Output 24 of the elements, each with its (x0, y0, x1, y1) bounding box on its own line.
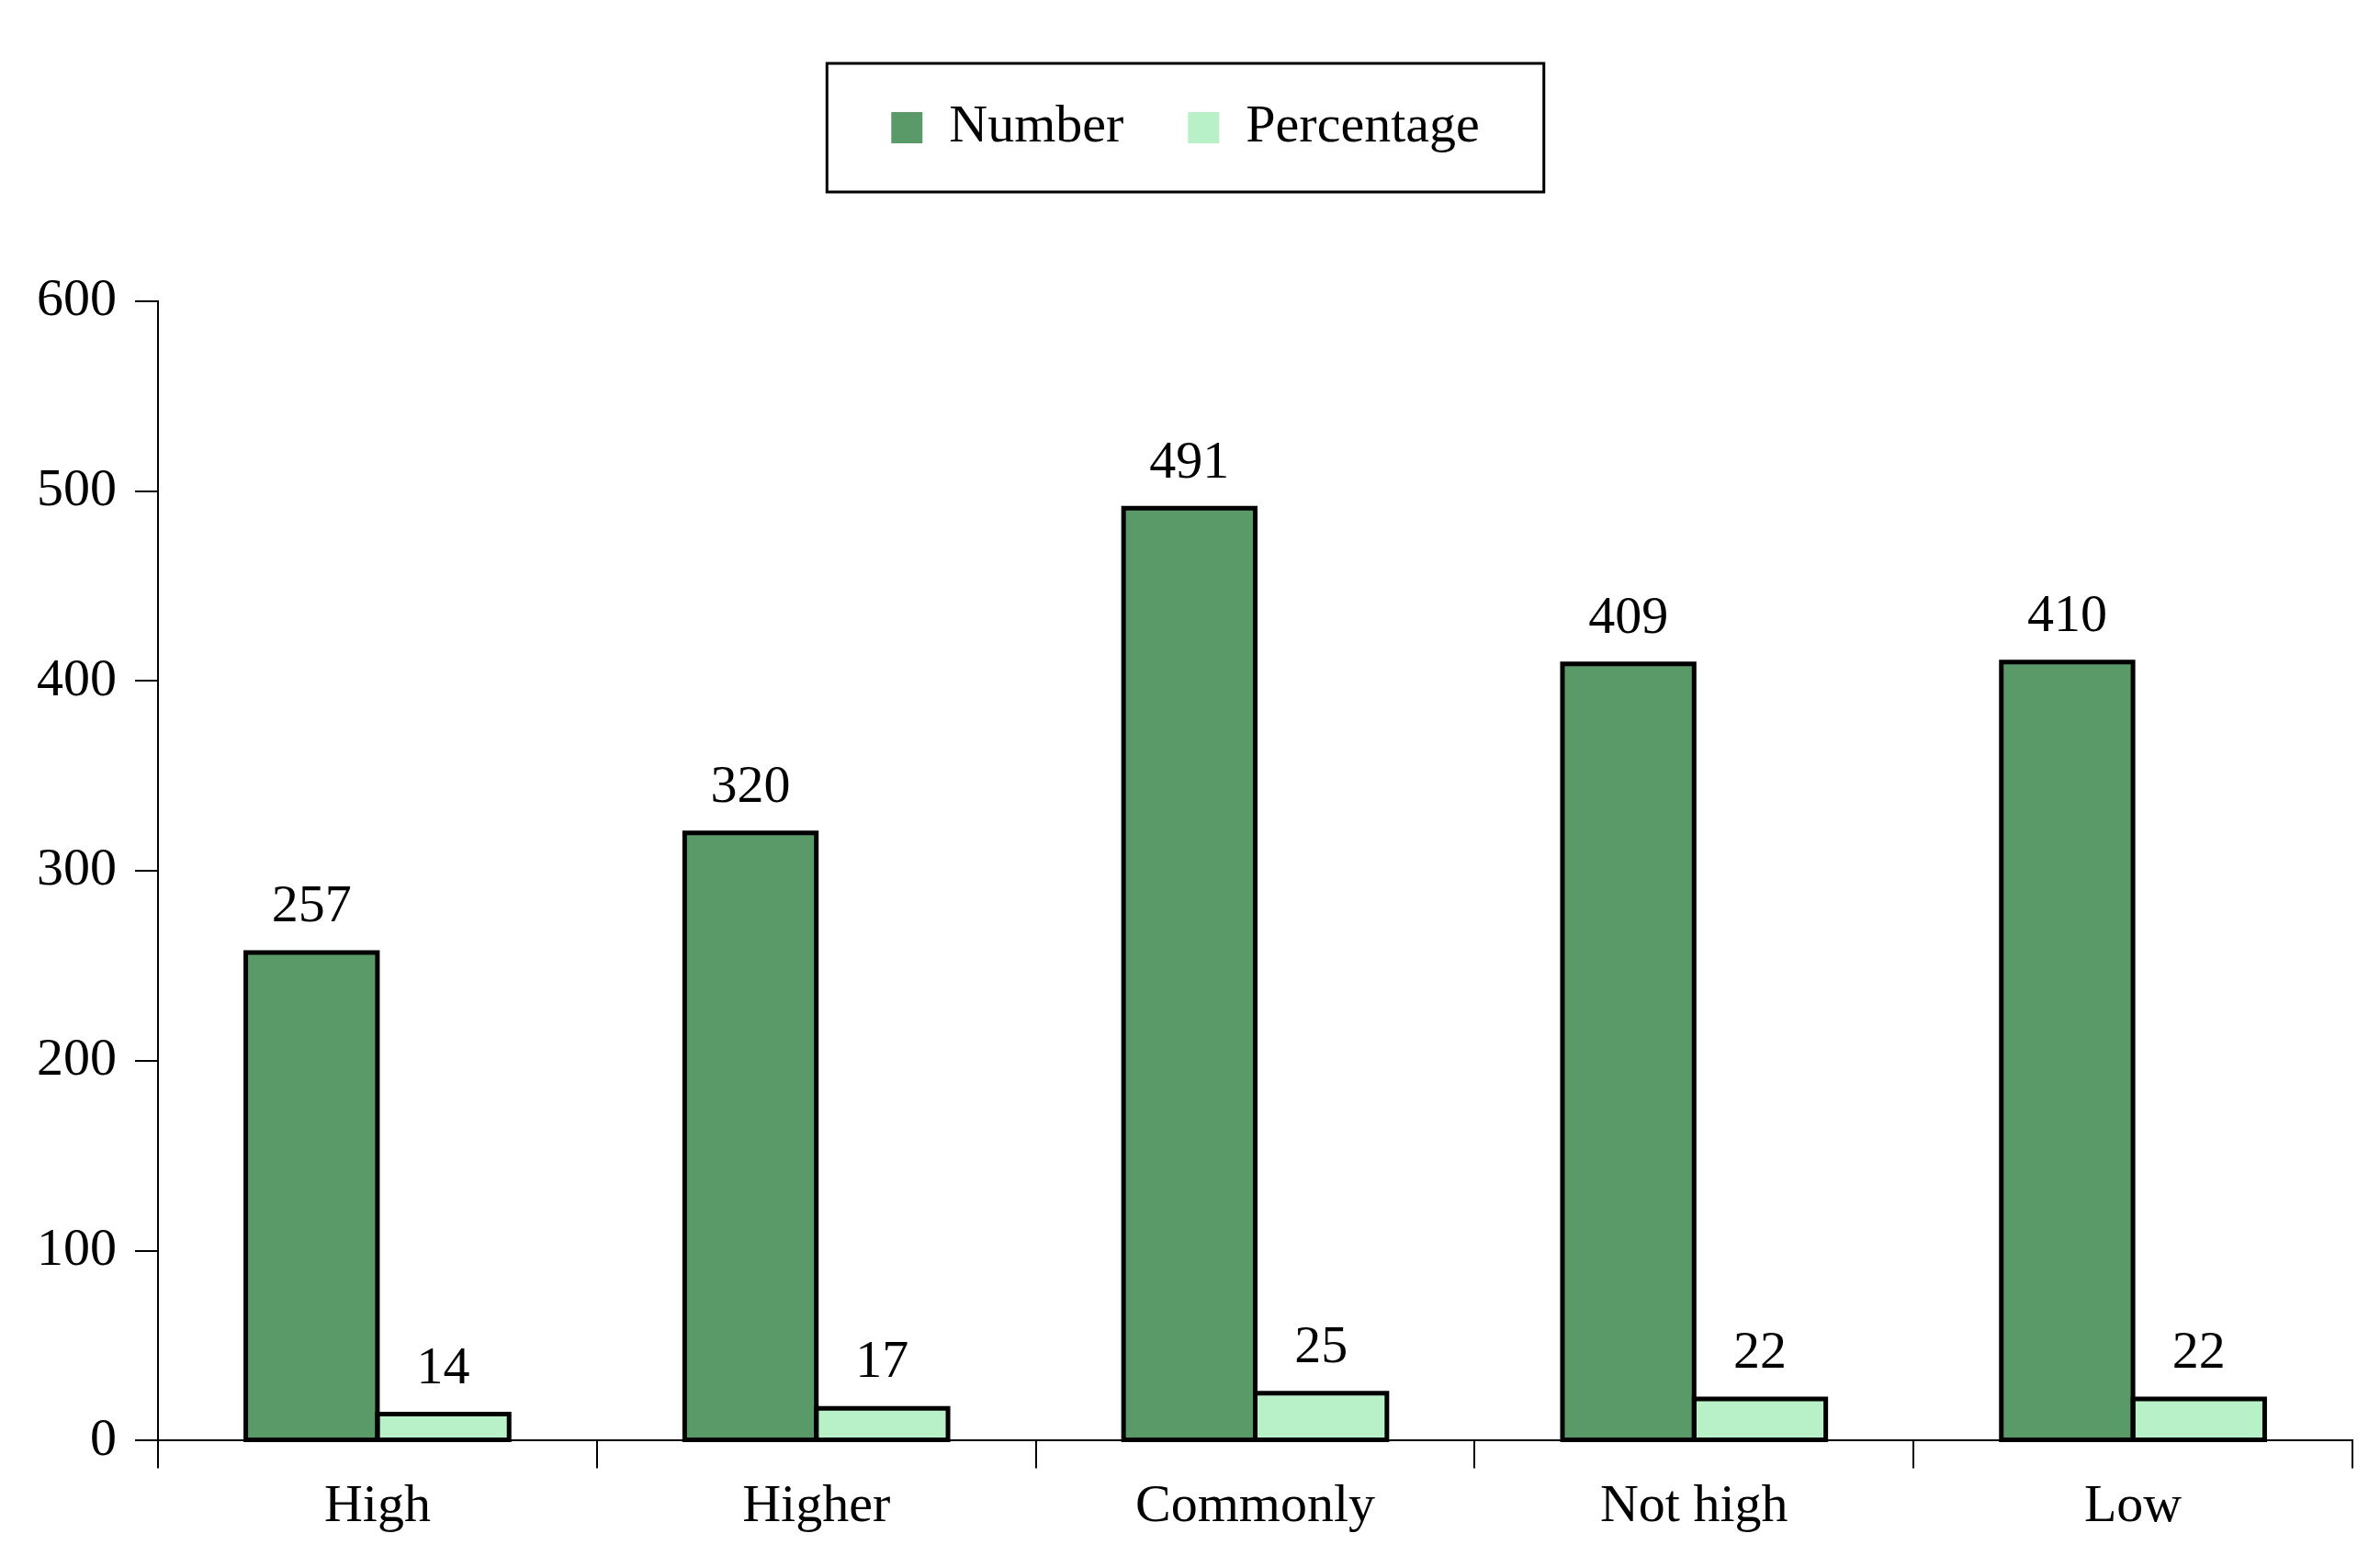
x-tick-label: Not high (1599, 1473, 1788, 1534)
y-tick-label: 0 (90, 1406, 117, 1467)
x-tick-label: Commonly (1134, 1473, 1376, 1534)
x-tick-label: Higher (742, 1473, 891, 1534)
y-tick-label: 600 (37, 267, 117, 328)
data-label: 14 (416, 1335, 470, 1395)
y-tick-label: 300 (37, 837, 117, 897)
data-label: 491 (1149, 429, 1230, 490)
x-tick-label: Low (2083, 1473, 2183, 1534)
legend-label: Percentage (1246, 94, 1480, 154)
y-tick-label: 100 (37, 1216, 117, 1277)
data-label: 409 (1588, 585, 1669, 646)
x-tick-label: High (323, 1473, 431, 1534)
data-label: 17 (855, 1329, 909, 1390)
data-label: 410 (2026, 583, 2107, 644)
data-label: 22 (2171, 1320, 2226, 1381)
data-label: 25 (1294, 1314, 1348, 1374)
legend-label: Number (949, 94, 1124, 154)
data-label: 257 (271, 874, 352, 934)
y-tick-label: 200 (37, 1027, 117, 1088)
y-tick-label: 500 (37, 457, 117, 517)
data-label: 22 (1732, 1320, 1787, 1381)
data-label: 320 (710, 754, 791, 815)
y-tick-label: 400 (37, 647, 117, 707)
